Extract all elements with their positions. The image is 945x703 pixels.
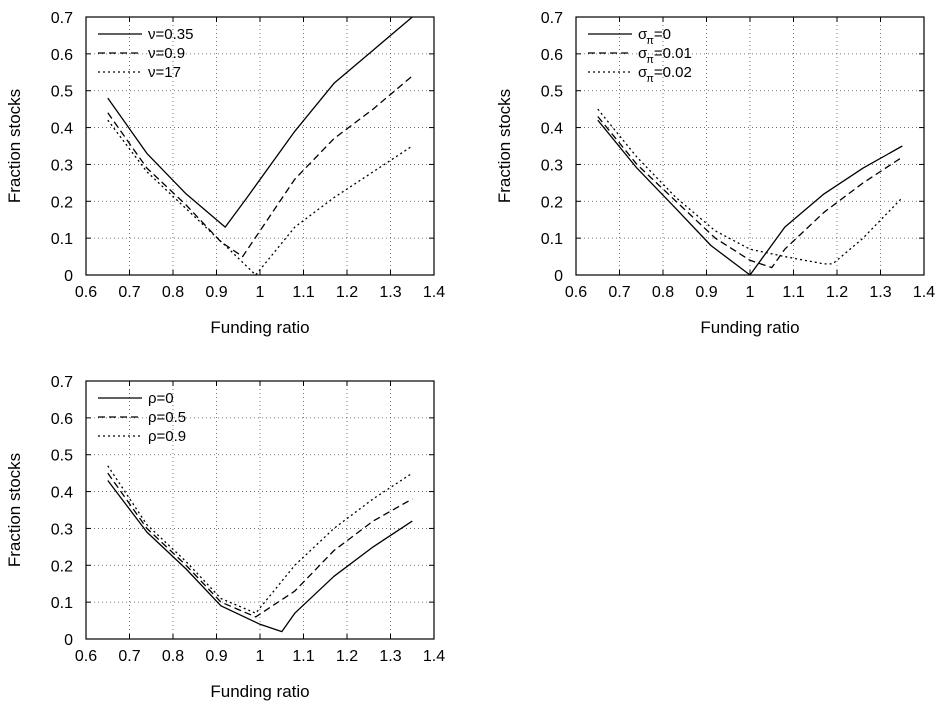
legend: ρ=0 ρ=0.5 ρ=0.9 bbox=[98, 390, 186, 445]
y-tick-label: 0.3 bbox=[51, 521, 73, 538]
legend-label: ν=0.9 bbox=[148, 45, 185, 62]
y-tick-label: 0.5 bbox=[541, 84, 563, 101]
y-tick-label: 0.5 bbox=[51, 448, 73, 465]
y-tick-label: 0.1 bbox=[51, 595, 73, 612]
legend-label: ρ=0.9 bbox=[148, 428, 186, 445]
y-tick-label: 0 bbox=[554, 268, 563, 285]
y-tick-label: 0.6 bbox=[51, 47, 73, 64]
x-tick-label: 1 bbox=[746, 284, 755, 301]
y-tick-label: 0.4 bbox=[51, 485, 73, 502]
x-tick-label: 1.3 bbox=[869, 284, 891, 301]
x-tick-label: 0.7 bbox=[118, 284, 140, 301]
x-tick-label: 0.9 bbox=[695, 284, 717, 301]
legend-label: σπ=0.01 bbox=[638, 45, 692, 66]
legend-label: ν=17 bbox=[148, 64, 181, 81]
y-tick-label: 0.7 bbox=[51, 10, 73, 27]
x-tick-label: 0.6 bbox=[75, 648, 97, 665]
series-line-dashed bbox=[107, 75, 413, 258]
y-tick-label: 0.6 bbox=[541, 47, 563, 64]
y-tick-label: 0.6 bbox=[51, 411, 73, 428]
y-tick-label: 0.2 bbox=[51, 194, 73, 211]
chart-panel-2: 0.6 0.7 0.8 0.9 1 1.1 1.2 1.3 1.4 0 0.1 0.2 0.3 0.4 0.… bbox=[495, 10, 935, 337]
x-tick-label: 1 bbox=[256, 648, 265, 665]
legend-label: ν=0.35 bbox=[148, 26, 193, 43]
series-line-dotted bbox=[597, 108, 903, 265]
x-axis-label: Funding ratio bbox=[210, 318, 309, 337]
x-tick-label: 1.3 bbox=[379, 284, 401, 301]
x-tick-label: 0.8 bbox=[162, 648, 184, 665]
legend-label: σπ=0 bbox=[638, 26, 671, 47]
legend-label: ρ=0.5 bbox=[148, 409, 186, 426]
series-line-dotted bbox=[107, 465, 413, 614]
y-tick-label: 0.4 bbox=[51, 121, 73, 138]
x-tick-label: 0.8 bbox=[162, 284, 184, 301]
x-tick-label: 0.9 bbox=[205, 648, 227, 665]
series-line-dashed bbox=[107, 472, 413, 618]
y-tick-label: 0.1 bbox=[51, 231, 73, 248]
y-tick-label: 0.2 bbox=[541, 194, 563, 211]
y-tick-label: 0.3 bbox=[51, 157, 73, 174]
x-tick-label: 0.9 bbox=[205, 284, 227, 301]
x-tick-label: 1.1 bbox=[292, 284, 314, 301]
y-tick-label: 0 bbox=[64, 268, 73, 285]
chart-panel-1: 0.6 0.7 0.8 0.9 1 1.1 1.2 1.3 1.4 0 0.1 0.2 0.3 0.4 0.… bbox=[5, 10, 445, 337]
y-tick-label: 0.7 bbox=[51, 374, 73, 391]
y-tick-label: 0.1 bbox=[541, 231, 563, 248]
x-tick-label: 1 bbox=[256, 284, 265, 301]
x-tick-label: 0.7 bbox=[608, 284, 630, 301]
x-tick-label: 1.4 bbox=[423, 648, 445, 665]
y-tick-label: 0.4 bbox=[541, 121, 563, 138]
y-tick-label: 0 bbox=[64, 632, 73, 649]
series-line-solid bbox=[597, 119, 903, 276]
legend: ν=0.35 ν=0.9 ν=17 bbox=[98, 26, 193, 81]
x-tick-label: 1.3 bbox=[379, 648, 401, 665]
y-tick-label: 0.5 bbox=[51, 84, 73, 101]
legend-label: ρ=0 bbox=[148, 390, 174, 407]
y-tick-label: 0.7 bbox=[541, 10, 563, 27]
x-tick-label: 0.6 bbox=[75, 284, 97, 301]
series-line-dashed bbox=[597, 116, 903, 269]
series-line-solid bbox=[107, 16, 413, 228]
chart-panel-3: 0.6 0.7 0.8 0.9 1 1.1 1.2 1.3 1.4 0 0.1 0.2 0.3 0.4 0.… bbox=[5, 374, 445, 701]
x-tick-label: 0.6 bbox=[565, 284, 587, 301]
x-tick-label: 1.2 bbox=[336, 284, 358, 301]
x-axis-label: Funding ratio bbox=[700, 318, 799, 337]
x-tick-label: 1.1 bbox=[292, 648, 314, 665]
y-axis-label: Fraction stocks bbox=[5, 453, 24, 567]
x-tick-label: 1.2 bbox=[336, 648, 358, 665]
x-tick-label: 1.4 bbox=[423, 284, 445, 301]
y-axis-label: Fraction stocks bbox=[495, 89, 514, 203]
series-line-solid bbox=[107, 480, 413, 633]
y-tick-label: 0.2 bbox=[51, 558, 73, 575]
x-tick-label: 1.2 bbox=[826, 284, 848, 301]
y-tick-label: 0.3 bbox=[541, 157, 563, 174]
x-tick-label: 0.8 bbox=[652, 284, 674, 301]
series-line-dotted bbox=[107, 119, 413, 276]
x-axis-label: Funding ratio bbox=[210, 682, 309, 701]
x-tick-label: 1.1 bbox=[782, 284, 804, 301]
x-tick-label: 0.7 bbox=[118, 648, 140, 665]
y-axis-label: Fraction stocks bbox=[5, 89, 24, 203]
x-tick-label: 1.4 bbox=[913, 284, 935, 301]
legend-label: σπ=0.02 bbox=[638, 64, 692, 85]
